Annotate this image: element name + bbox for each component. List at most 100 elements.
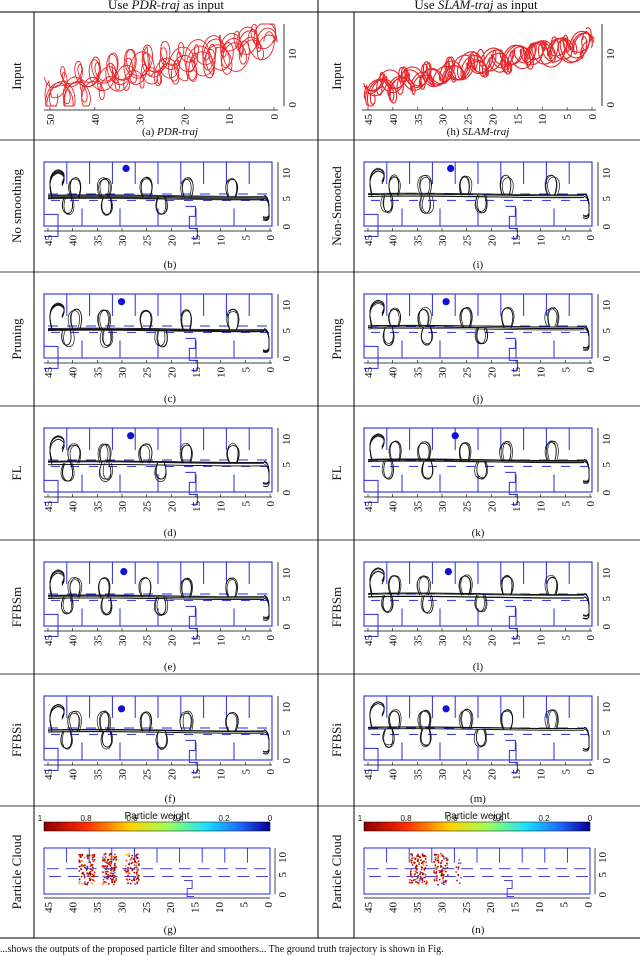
y-tick-label: 5 bbox=[601, 596, 613, 602]
row-label-right-2: Pruning bbox=[329, 318, 344, 360]
x-tick-label: 35 bbox=[92, 367, 104, 379]
x-tick-label: 0 bbox=[585, 501, 597, 507]
x-tick-label: 40 bbox=[68, 501, 80, 513]
y-tick-label: 10 bbox=[281, 300, 293, 312]
row-label-right-3: FL bbox=[329, 465, 344, 480]
x-tick-label: 20 bbox=[485, 902, 497, 914]
caption-right-2: (j) bbox=[473, 393, 484, 405]
x-tick-label: 20 bbox=[166, 235, 178, 247]
x-tick-label: 15 bbox=[511, 367, 523, 379]
x-tick-label: 45 bbox=[43, 769, 55, 781]
x-tick-label: 0 bbox=[263, 902, 275, 908]
x-tick-label: 45 bbox=[363, 635, 375, 647]
y-tick-label: 0 bbox=[281, 356, 293, 362]
x-tick-label: 45 bbox=[363, 902, 375, 914]
panel-right-row-5: 45 40 35 30 25 20 15 10 5 00 5 10 bbox=[363, 695, 613, 781]
x-tick-label: 0 bbox=[269, 114, 281, 120]
colorbar bbox=[43, 821, 271, 832]
floor-plan bbox=[363, 161, 593, 239]
x-tick-label: 5 bbox=[240, 501, 252, 507]
x-tick-label: 10 bbox=[536, 769, 548, 781]
x-tick-label: 0 bbox=[265, 635, 277, 641]
row-label-right-5: FFBSi bbox=[329, 723, 344, 757]
x-tick-label: 35 bbox=[412, 367, 424, 379]
x-tick-label: 0 bbox=[583, 902, 595, 908]
trajectory-line bbox=[46, 27, 277, 107]
x-tick-label: 5 bbox=[560, 769, 572, 775]
colorbar-tick: 0 bbox=[588, 814, 593, 823]
footer-text: ...shows the outputs of the proposed par… bbox=[0, 944, 444, 955]
y-tick-label: 10 bbox=[281, 702, 293, 714]
x-tick-label: 0 bbox=[265, 235, 277, 241]
x-tick-label: 20 bbox=[486, 501, 498, 513]
x-tick-label: 25 bbox=[461, 902, 473, 914]
trajectory-bundle bbox=[47, 302, 270, 353]
x-tick-label: 15 bbox=[511, 235, 523, 247]
colorbar-tick: 0.6 bbox=[446, 814, 458, 823]
x-tick-label: 45 bbox=[363, 235, 375, 247]
x-tick-label: 45 bbox=[43, 501, 55, 513]
x-tick-label: 50 bbox=[45, 114, 57, 126]
trajectory-line bbox=[44, 29, 275, 92]
x-tick-label: 20 bbox=[487, 114, 499, 126]
trajectory-line bbox=[45, 23, 277, 107]
trajectory-line bbox=[366, 32, 595, 107]
y-tick-label: 10 bbox=[601, 168, 613, 180]
x-tick-label: 10 bbox=[216, 769, 228, 781]
row-label-left-4: FFBSm bbox=[9, 587, 24, 627]
panel-left-row-1: 45 40 35 30 25 20 15 10 5 00 5 10 bbox=[43, 161, 293, 247]
y-tick-label: 5 bbox=[281, 730, 293, 736]
x-tick-label: 25 bbox=[462, 769, 474, 781]
x-tick-label: 10 bbox=[536, 501, 548, 513]
colorbar-tick: 0.8 bbox=[80, 814, 92, 823]
x-tick-label: 0 bbox=[265, 769, 277, 775]
panel-a-pdr-input: 50 40 30 20 10 00 10 bbox=[44, 23, 299, 126]
x-tick-label: 45 bbox=[363, 501, 375, 513]
x-tick-label: 15 bbox=[511, 635, 523, 647]
y-tick-label: 0 bbox=[601, 356, 613, 362]
y-tick-label: 0 bbox=[281, 224, 293, 230]
start-point-marker bbox=[117, 705, 126, 713]
start-point-marker bbox=[117, 298, 126, 306]
x-tick-label: 30 bbox=[437, 501, 449, 513]
y-tick-label: 5 bbox=[597, 872, 609, 878]
x-tick-label: 35 bbox=[412, 501, 424, 513]
caption-right-3: (k) bbox=[472, 527, 485, 539]
x-tick-label: 15 bbox=[512, 114, 524, 126]
floor-plan bbox=[363, 293, 593, 371]
x-tick-label: 40 bbox=[68, 235, 80, 247]
row-label-right-6: Particle Cloud bbox=[329, 834, 344, 909]
floor-plan bbox=[43, 695, 273, 773]
trajectory-line bbox=[44, 23, 277, 102]
x-tick-label: 10 bbox=[216, 635, 228, 647]
x-tick-label: 45 bbox=[43, 902, 55, 914]
y-tick-label: 5 bbox=[601, 730, 613, 736]
x-tick-label: 0 bbox=[265, 501, 277, 507]
y-tick-label: 0 bbox=[597, 892, 609, 898]
x-tick-label: 5 bbox=[560, 501, 572, 507]
x-tick-label: 20 bbox=[486, 769, 498, 781]
x-tick-label: 20 bbox=[166, 769, 178, 781]
x-tick-label: 30 bbox=[117, 235, 129, 247]
row-label-right-1: Non-Smoothed bbox=[329, 166, 344, 246]
y-tick-label: 0 bbox=[601, 758, 613, 764]
x-tick-label: 25 bbox=[142, 635, 154, 647]
floor-plan bbox=[43, 561, 273, 639]
x-tick-label: 15 bbox=[191, 501, 203, 513]
particle-cloud bbox=[408, 852, 462, 886]
row-label-left-0: Input bbox=[9, 62, 24, 90]
caption-right-5: (m) bbox=[470, 793, 486, 805]
x-tick-label: 25 bbox=[463, 114, 475, 126]
x-tick-label: 10 bbox=[216, 367, 228, 379]
x-tick-label: 30 bbox=[117, 367, 129, 379]
x-tick-label: 15 bbox=[510, 902, 522, 914]
x-tick-label: 35 bbox=[412, 635, 424, 647]
row-label-left-3: FL bbox=[9, 465, 24, 480]
x-tick-label: 0 bbox=[585, 769, 597, 775]
start-point-marker bbox=[442, 705, 450, 713]
panel-left-row-2: 45 40 35 30 25 20 15 10 5 00 5 10 bbox=[43, 293, 293, 379]
trajectory-line bbox=[363, 36, 588, 94]
y-tick-label: 0 bbox=[605, 102, 617, 108]
y-tick-label: 0 bbox=[281, 490, 293, 496]
